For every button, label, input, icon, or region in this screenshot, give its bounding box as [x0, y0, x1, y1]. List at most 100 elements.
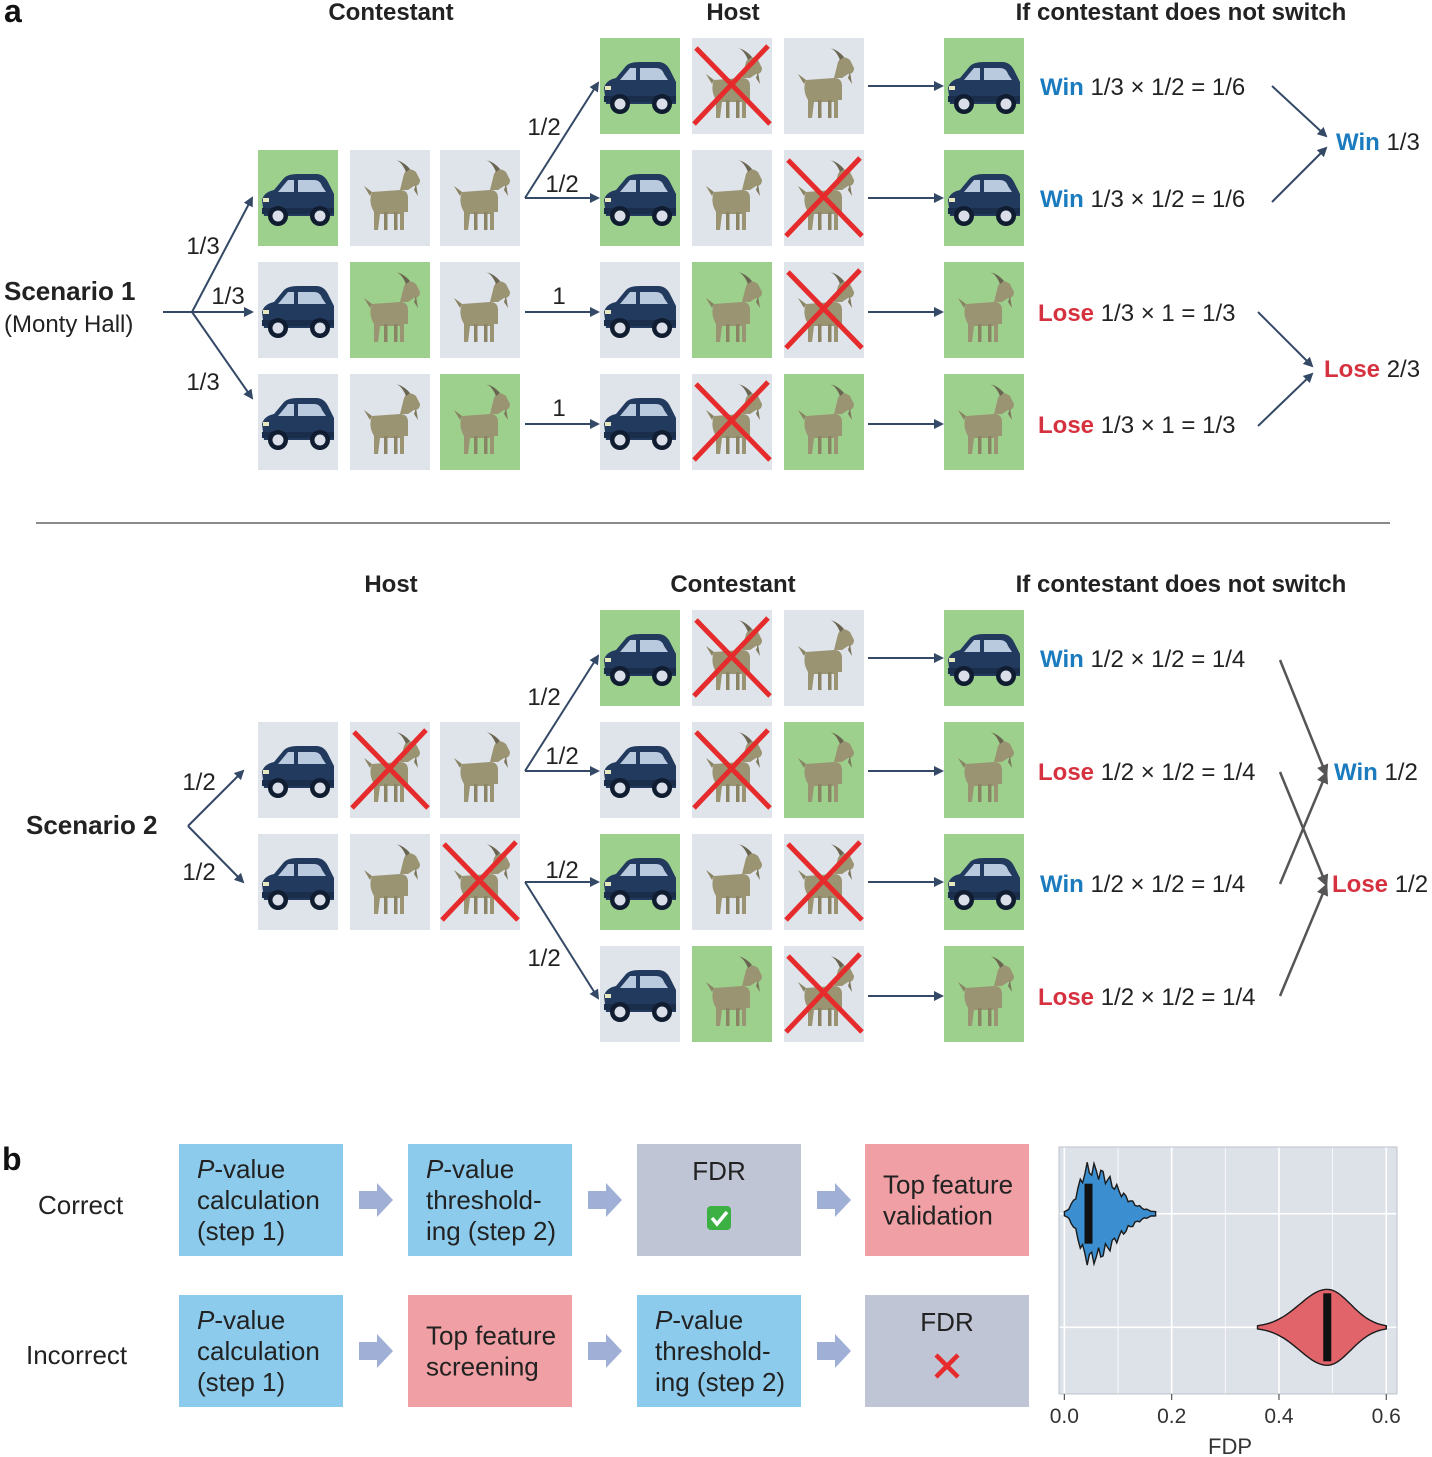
outcome-cell — [944, 722, 1024, 818]
door-cell — [784, 262, 864, 358]
s2-outcome-calc: 1/2 × 1/2 = 1/4 — [1090, 646, 1245, 673]
step-text-line: Top feature — [426, 1321, 556, 1351]
door-cell — [692, 150, 772, 246]
step-box-background — [179, 1295, 343, 1407]
door-cell — [600, 38, 680, 134]
s1-branch-prob: 1/3 — [186, 369, 219, 396]
step-box-background — [408, 1295, 572, 1407]
x-axis-label: FDP — [1208, 1434, 1252, 1457]
step-text-line: FDR — [920, 1307, 973, 1337]
s1-host-prob: 1/2 — [545, 171, 578, 198]
door-cell — [440, 150, 520, 246]
scenario-1-arrows — [163, 81, 1328, 429]
step-box-background — [408, 1144, 572, 1256]
door-cell — [784, 150, 864, 246]
s2-total-prefix: Lose — [1332, 871, 1388, 898]
door-cell — [692, 946, 772, 1042]
scenario-1-subtitle: (Monty Hall) — [4, 311, 133, 338]
step-text-line: threshold- — [655, 1336, 771, 1366]
incorrect-label: Incorrect — [26, 1340, 128, 1370]
step-text-line: screening — [426, 1352, 539, 1382]
step-arrow-icon — [359, 1183, 393, 1217]
step-text-line: Top feature — [883, 1170, 1013, 1200]
outcome-cell — [944, 38, 1024, 134]
x-axis-ticks: 0.0 0.2 0.4 0.6 — [1050, 1394, 1401, 1428]
s2-outcome-prefix: Lose — [1038, 759, 1094, 786]
step-text-line: validation — [883, 1201, 993, 1231]
s2-contestant-prob: 1/2 — [527, 684, 560, 711]
s1-outcome-calc: 1/3 × 1 = 1/3 — [1101, 300, 1236, 327]
s2-branch-prob: 1/2 — [182, 769, 215, 796]
door-cell — [440, 722, 520, 818]
step-arrow-icon — [588, 1183, 622, 1217]
s2-header-outcome: If contestant does not switch — [1016, 571, 1347, 598]
step-arrow-icon — [588, 1334, 622, 1368]
step-arrow-icon — [817, 1183, 851, 1217]
panel-a-letter: a — [4, 0, 22, 29]
check-mark-icon — [707, 1206, 731, 1230]
door-cell — [350, 150, 430, 246]
s2-outcome-prefix: Win — [1040, 871, 1084, 898]
s2-total-value: 1/2 — [1384, 759, 1417, 786]
workflow-step-box: FDR — [637, 1144, 801, 1256]
door-cell — [784, 38, 864, 134]
door-cell — [600, 150, 680, 246]
svg-text:Win 1/3 × 1/2 = 1/6: Win 1/3 × 1/2 = 1/6 — [1040, 186, 1245, 213]
door-cell — [692, 262, 772, 358]
s1-host-prob: 1/2 — [527, 114, 560, 141]
s1-total-value: 2/3 — [1387, 356, 1420, 383]
scenario-2-grid — [258, 610, 1024, 1042]
step-box-background — [637, 1144, 801, 1256]
step-arrow-icon — [359, 1334, 393, 1368]
outcome-cell — [944, 150, 1024, 246]
door-cell — [784, 834, 864, 930]
violin-shape — [1256, 1288, 1387, 1367]
door-cell — [600, 262, 680, 358]
door-cell — [600, 834, 680, 930]
door-cell — [784, 946, 864, 1042]
s1-outcome-prefix: Win — [1040, 74, 1084, 101]
s1-header-contestant: Contestant — [328, 0, 453, 26]
door-cell — [258, 262, 338, 358]
outcome-cell — [944, 834, 1024, 930]
s2-outcome-calc: 1/2 × 1/2 = 1/4 — [1101, 984, 1256, 1011]
svg-text:Win 1/2 × 1/2 = 1/4: Win 1/2 × 1/2 = 1/4 — [1040, 871, 1245, 898]
step-box-background — [865, 1144, 1029, 1256]
door-cell — [692, 722, 772, 818]
violins — [1063, 1160, 1387, 1367]
s1-branch-prob: 1/3 — [211, 283, 244, 310]
door-cell — [440, 262, 520, 358]
svg-text:Lose 1/2 × 1/2 = 1/4: Lose 1/2 × 1/2 = 1/4 — [1038, 984, 1255, 1011]
door-cell — [600, 946, 680, 1042]
svg-text:Lose 1/2 × 1/2 = 1/4: Lose 1/2 × 1/2 = 1/4 — [1038, 759, 1255, 786]
s1-outcome-calc: 1/3 × 1/2 = 1/6 — [1090, 186, 1245, 213]
door-cell — [440, 374, 520, 470]
outcome-cell — [944, 374, 1024, 470]
door-cell — [258, 150, 338, 246]
door-cell — [350, 722, 430, 818]
door-cell — [350, 834, 430, 930]
door-cell — [440, 834, 520, 930]
s1-host-prob: 1 — [552, 395, 565, 422]
step-box-background — [637, 1295, 801, 1407]
svg-text:Lose 2/3: Lose 2/3 — [1324, 356, 1420, 383]
correct-label: Correct — [38, 1190, 124, 1220]
door-cell — [350, 262, 430, 358]
step-text-line: P-value — [197, 1154, 285, 1184]
step-text-line: threshold- — [426, 1185, 542, 1215]
s2-branch-prob: 1/2 — [182, 859, 215, 886]
svg-text:Win 1/3 × 1/2 = 1/6: Win 1/3 × 1/2 = 1/6 — [1040, 74, 1245, 101]
s2-header-contestant: Contestant — [670, 571, 795, 598]
s1-header-host: Host — [706, 0, 759, 26]
plot-frame — [1058, 1146, 1398, 1395]
step-text-line: calculation — [197, 1185, 320, 1215]
door-cell — [692, 834, 772, 930]
s1-host-prob: 1 — [552, 283, 565, 310]
step-text-line: P-value — [655, 1305, 743, 1335]
svg-text:Win 1/2: Win 1/2 — [1334, 759, 1418, 786]
s2-outcome-calc: 1/2 × 1/2 = 1/4 — [1101, 759, 1256, 786]
